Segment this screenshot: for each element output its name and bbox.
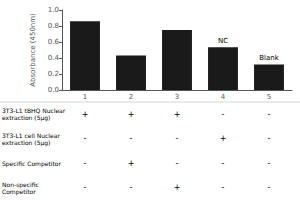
svg-text:Specific Competitor: Specific Competitor — [2, 160, 62, 168]
svg-text:3T3-L1 cell Nuclear: 3T3-L1 cell Nuclear — [2, 132, 60, 139]
svg-text:Blank: Blank — [259, 54, 279, 62]
svg-text:extraction (5μg): extraction (5μg) — [2, 139, 50, 147]
svg-text:extraction (5μg): extraction (5μg) — [2, 114, 50, 122]
svg-text:Absorbance (450nm): Absorbance (450nm) — [29, 13, 37, 87]
svg-text:+: + — [174, 183, 181, 192]
svg-text:+: + — [174, 110, 181, 119]
svg-text:0.4: 0.4 — [48, 54, 60, 62]
svg-text:-: - — [176, 134, 179, 143]
svg-text:-: - — [222, 110, 225, 119]
svg-text:4: 4 — [221, 93, 226, 101]
svg-text:0.0: 0.0 — [48, 86, 59, 94]
svg-text:-: - — [222, 183, 225, 192]
svg-text:0.6: 0.6 — [48, 38, 60, 46]
svg-text:0.2: 0.2 — [48, 70, 59, 78]
svg-text:Competitor: Competitor — [2, 188, 36, 196]
svg-text:-: - — [268, 159, 271, 168]
svg-text:-: - — [84, 134, 87, 143]
svg-text:-: - — [130, 134, 133, 143]
svg-text:-: - — [84, 159, 87, 168]
svg-text:-: - — [268, 110, 271, 119]
svg-text:-: - — [176, 159, 179, 168]
svg-text:-: - — [268, 134, 271, 143]
svg-text:+: + — [220, 134, 227, 143]
svg-text:+: + — [82, 110, 89, 119]
svg-text:-: - — [130, 183, 133, 192]
svg-text:2: 2 — [129, 93, 133, 101]
svg-text:NC: NC — [218, 37, 228, 45]
svg-text:3: 3 — [175, 93, 179, 101]
svg-text:-: - — [222, 159, 225, 168]
svg-text:Non-specific: Non-specific — [2, 180, 39, 188]
svg-text:5: 5 — [267, 93, 271, 101]
svg-text:3T3-L1 tBHQ Nuclear: 3T3-L1 tBHQ Nuclear — [2, 107, 66, 114]
svg-text:-: - — [268, 183, 271, 192]
svg-text:-: - — [84, 183, 87, 192]
svg-text:0.8: 0.8 — [48, 22, 59, 30]
svg-text:+: + — [128, 110, 135, 119]
svg-text:1.0: 1.0 — [48, 6, 59, 14]
svg-text:+: + — [128, 159, 135, 168]
svg-text:1: 1 — [83, 93, 87, 101]
